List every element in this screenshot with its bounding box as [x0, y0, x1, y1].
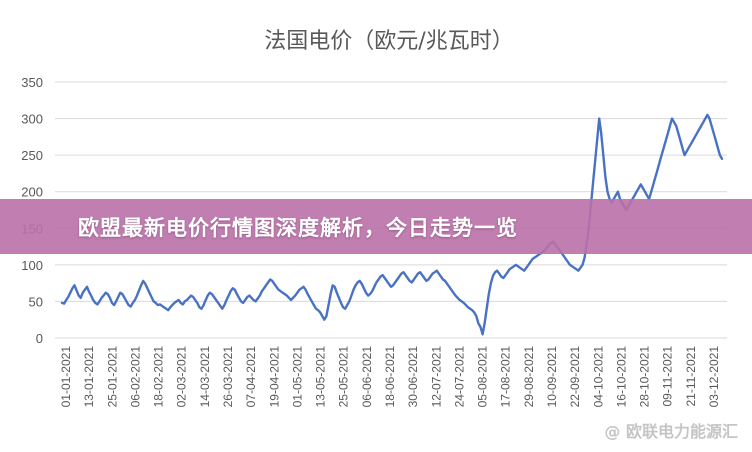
watermark: @ 欧联电力能源汇 — [604, 418, 738, 442]
x-tick-label: 25-05-2021 — [337, 346, 351, 408]
y-tick-label: 300 — [21, 112, 43, 127]
x-tick-label: 18-06-2021 — [383, 346, 397, 408]
x-tick-label: 17-08-2021 — [499, 346, 513, 408]
x-tick-label: 02-03-2021 — [175, 346, 189, 408]
x-tick-label: 06-02-2021 — [128, 346, 142, 408]
x-tick-label: 18-02-2021 — [152, 346, 166, 408]
x-tick-label: 28-10-2021 — [638, 346, 652, 408]
x-tick-label: 05-08-2021 — [476, 346, 490, 408]
x-tick-label: 24-07-2021 — [452, 346, 466, 408]
y-tick-label: 0 — [36, 331, 43, 346]
x-tick-label: 30-06-2021 — [406, 346, 420, 408]
chart-title: 法国电价（欧元/兆瓦时） — [264, 29, 513, 54]
x-tick-label: 01-05-2021 — [290, 346, 304, 408]
x-tick-label: 03-12-2021 — [707, 346, 721, 408]
y-tick-label: 350 — [21, 75, 43, 90]
x-tick-label: 29-08-2021 — [522, 346, 536, 408]
x-tick-label: 19-04-2021 — [267, 346, 281, 408]
x-tick-label: 16-10-2021 — [614, 346, 628, 408]
headline-text: 欧盟最新电价行情图深度解析，今日走势一览 — [78, 215, 518, 240]
x-tick-label: 12-07-2021 — [429, 346, 443, 408]
x-tick-label: 14-03-2021 — [198, 346, 212, 408]
x-tick-label: 09-11-2021 — [661, 346, 675, 407]
x-tick-label: 06-06-2021 — [360, 346, 374, 408]
headline-banner: 欧盟最新电价行情图深度解析，今日走势一览 — [0, 199, 752, 254]
x-tick-label: 25-01-2021 — [105, 346, 119, 408]
y-tick-label: 200 — [21, 185, 43, 200]
x-tick-label: 26-03-2021 — [221, 346, 235, 408]
watermark-text: @ 欧联电力能源汇 — [604, 422, 738, 441]
x-tick-label: 21-11-2021 — [684, 346, 698, 407]
y-tick-label: 250 — [21, 148, 43, 163]
x-tick-label: 07-04-2021 — [244, 346, 258, 408]
x-axis-ticks: 01-01-2021 13-01-2021 25-01-2021 06-02-2021… — [59, 346, 721, 408]
x-tick-label: 01-01-2021 — [59, 346, 73, 408]
x-tick-label: 10-09-2021 — [545, 346, 559, 408]
x-tick-label: 13-01-2021 — [82, 346, 96, 408]
x-tick-label: 04-10-2021 — [591, 346, 605, 408]
y-tick-label: 100 — [21, 258, 43, 273]
y-tick-label: 50 — [29, 294, 43, 309]
x-tick-label: 13-05-2021 — [314, 346, 328, 408]
x-tick-label: 22-09-2021 — [568, 346, 582, 408]
y-axis-ticks: 050100150200250300350 — [21, 75, 43, 346]
